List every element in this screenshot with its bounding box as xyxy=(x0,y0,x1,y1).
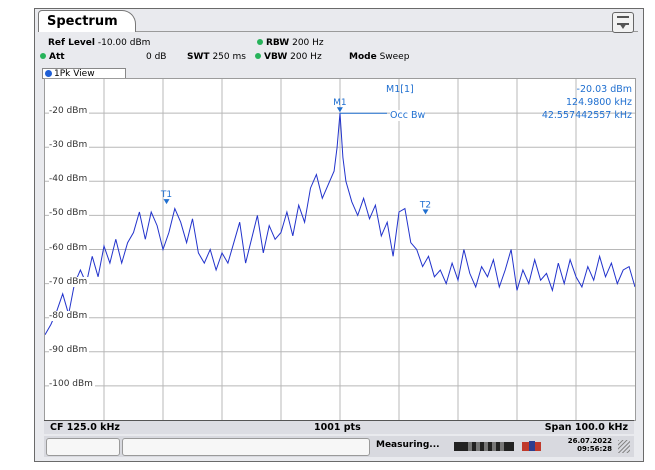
rbw-setting: RBW 200 Hz xyxy=(257,38,324,48)
status-bar: Measuring... 26.07.2022 09:56:28 xyxy=(44,436,634,457)
occupied-bandwidth-label: Occ Bw xyxy=(390,110,426,121)
mode-label: Mode xyxy=(349,52,377,62)
y-tick-label: -30 dBm xyxy=(49,140,90,151)
att-label: Att xyxy=(49,52,65,62)
view-name: 1Pk View xyxy=(54,69,95,79)
marker-t2-symbol[interactable] xyxy=(422,209,429,215)
vbw-label: VBW xyxy=(264,52,288,62)
tab-title: Spectrum xyxy=(47,14,118,29)
y-tick-label: -100 dBm xyxy=(49,378,95,389)
marker-name: M1[1] xyxy=(386,84,414,95)
span-value: Span 100.0 kHz xyxy=(544,422,628,433)
marker-m1-label: M1 xyxy=(333,98,347,108)
time-text: 09:56:28 xyxy=(577,445,612,453)
sweep-progress-bar xyxy=(454,442,514,451)
sweep-points: 1001 pts xyxy=(314,422,361,433)
tab-baseline xyxy=(136,31,638,32)
marker-m1-symbol[interactable] xyxy=(336,107,343,113)
ref-level-value: -10.00 dBm xyxy=(97,38,151,48)
marker-t1-label: T1 xyxy=(160,190,172,200)
ref-level-setting: Ref Level -10.00 dBm xyxy=(48,38,150,48)
spectrum-plot[interactable]: M1 T1 T2 xyxy=(44,78,636,421)
swt-label: SWT xyxy=(187,52,210,62)
rbw-value: 200 Hz xyxy=(292,38,324,48)
marker-t2-label: T2 xyxy=(419,200,431,210)
att-value: 0 dB xyxy=(146,52,167,62)
y-tick-label: -80 dBm xyxy=(49,310,90,321)
mode-setting: Mode Sweep xyxy=(349,52,409,62)
y-tick-label: -90 dBm xyxy=(49,344,90,355)
att-indicator-icon xyxy=(40,53,46,59)
vbw-value: 200 Hz xyxy=(290,52,322,62)
y-tick-label: -20 dBm xyxy=(49,106,90,117)
att-setting: Att xyxy=(40,52,65,62)
frequency-footer: CF 125.0 kHz 1001 pts Span 100.0 kHz xyxy=(44,420,634,434)
softkey-slot-2[interactable] xyxy=(122,438,370,456)
swt-setting: SWT 250 ms xyxy=(187,52,246,62)
marker-t1-symbol[interactable] xyxy=(163,199,170,205)
datetime: 26.07.2022 09:56:28 xyxy=(566,437,612,453)
y-tick-label: -50 dBm xyxy=(49,208,90,219)
status-text: Measuring... xyxy=(376,440,440,450)
vbw-indicator-icon xyxy=(255,53,261,59)
spectrum-chart: M1 T1 T2 xyxy=(45,79,635,420)
center-frequency: CF 125.0 kHz xyxy=(50,422,120,433)
y-tick-label: -60 dBm xyxy=(49,242,90,253)
mode-value: Sweep xyxy=(379,52,410,62)
y-tick-label: -40 dBm xyxy=(49,174,90,185)
rbw-label: RBW xyxy=(266,38,290,48)
marker-frequency: 124.9800 kHz xyxy=(566,97,632,108)
tab-spectrum[interactable]: Spectrum xyxy=(38,10,136,32)
y-tick-label: -70 dBm xyxy=(49,276,90,287)
marker-level: -20.03 dBm xyxy=(576,84,632,95)
resize-grip-icon[interactable] xyxy=(618,440,630,453)
vbw-setting: VBW 200 Hz xyxy=(255,52,322,62)
softkey-slot-1[interactable] xyxy=(46,438,120,456)
rbw-indicator-icon xyxy=(257,39,263,45)
swt-value: 250 ms xyxy=(212,52,246,62)
ref-level-label: Ref Level xyxy=(48,38,95,48)
menu-dropdown-icon[interactable] xyxy=(612,12,634,33)
occupied-bandwidth-value: 42.557442557 kHz xyxy=(541,110,632,121)
date-text: 26.07.2022 xyxy=(567,437,612,445)
trace-indicator-icon xyxy=(45,70,52,77)
rohde-schwarz-logo-icon xyxy=(522,441,541,451)
